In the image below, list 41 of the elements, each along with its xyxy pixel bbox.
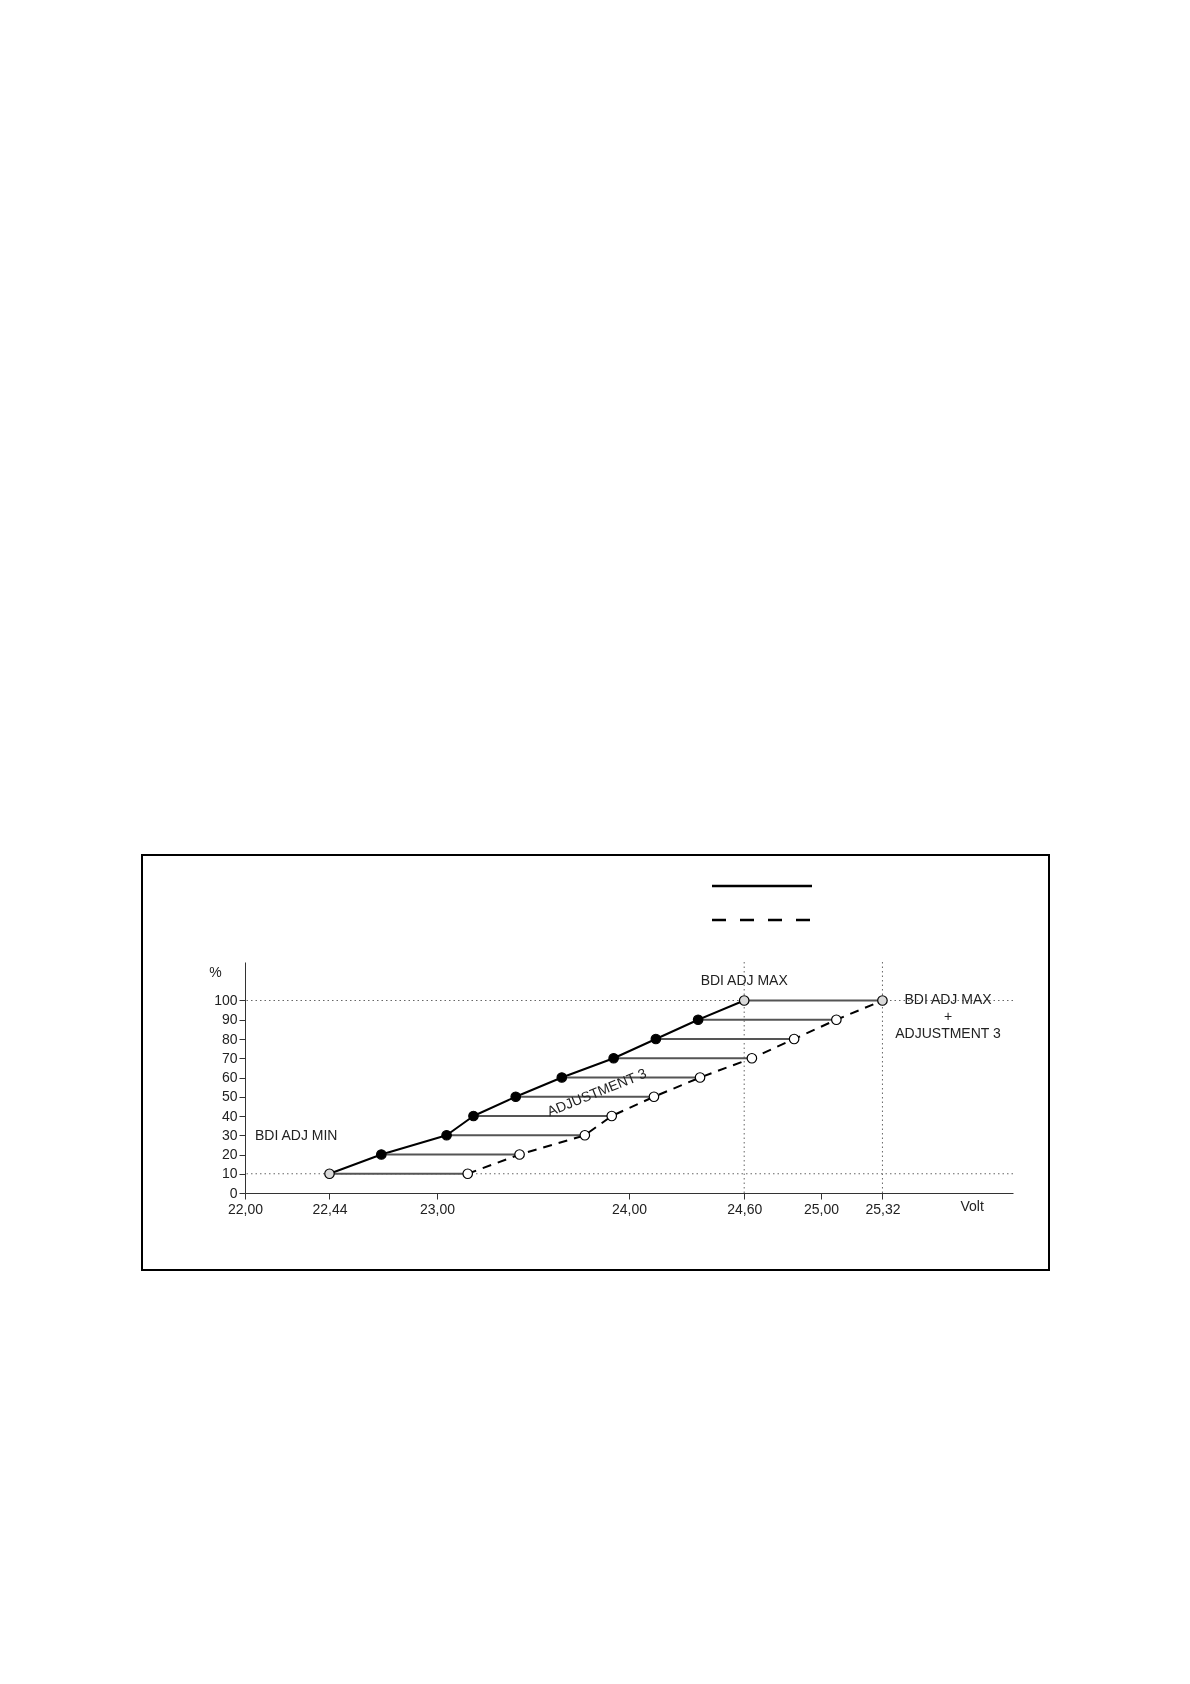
point <box>375 1149 387 1160</box>
point <box>324 1168 335 1180</box>
point <box>608 1052 619 1064</box>
y-tick-label: 90 <box>221 1011 238 1028</box>
x-tick-label: 25,32 <box>865 1200 901 1217</box>
point <box>694 1072 706 1083</box>
point <box>468 1110 479 1122</box>
x-tick-label: 24,00 <box>611 1200 648 1217</box>
point <box>579 1129 591 1141</box>
y-tick-label: 40 <box>221 1107 238 1124</box>
y-tick-label: 100 <box>214 992 238 1008</box>
point <box>746 1052 758 1064</box>
point <box>788 1033 800 1045</box>
point <box>831 1014 842 1026</box>
point <box>738 995 750 1006</box>
y-tick-label: 20 <box>221 1146 238 1162</box>
y-tick-label: 50 <box>221 1088 238 1105</box>
y-tick-label: 70 <box>221 1049 238 1066</box>
point <box>650 1033 662 1045</box>
point <box>692 1014 704 1026</box>
y-tick-label: 30 <box>221 1126 238 1143</box>
y-tick-label: 10 <box>221 1165 238 1182</box>
point <box>877 995 888 1006</box>
annotation: BDI ADJ MAX <box>700 972 789 989</box>
x-tick-label: 22,44 <box>312 1200 348 1217</box>
point <box>462 1168 474 1180</box>
point <box>441 1129 452 1141</box>
x-tick-label: 22,00 <box>227 1200 264 1217</box>
x-tick-label: 25,00 <box>803 1200 840 1217</box>
annotation: BDI ADJ MAX + ADJUSTMENT 3 <box>895 991 1001 1041</box>
annotation: BDI ADJ MIN <box>255 1127 338 1143</box>
y-tick-label: 60 <box>221 1069 238 1085</box>
y-tick-label: 0 <box>229 1184 238 1201</box>
point <box>514 1149 525 1160</box>
y-axis-title: % <box>209 963 222 980</box>
x-tick-label: 23,00 <box>419 1200 456 1217</box>
y-tick-label: 80 <box>221 1030 238 1047</box>
point <box>648 1091 660 1103</box>
x-axis-title: Volt <box>960 1197 984 1214</box>
point <box>510 1091 522 1103</box>
x-tick-label: 24,60 <box>727 1200 763 1217</box>
